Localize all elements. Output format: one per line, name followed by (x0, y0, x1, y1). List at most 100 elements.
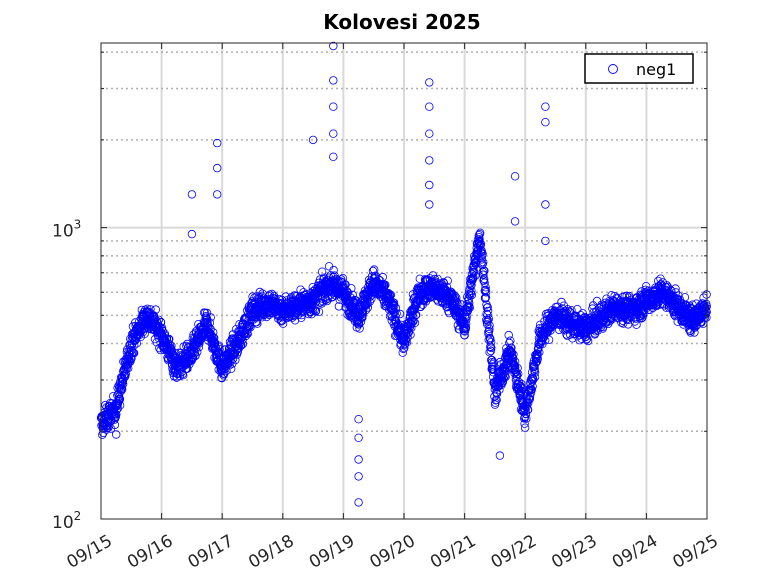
data-point (110, 420, 120, 430)
data-point (329, 265, 338, 275)
data-point (533, 349, 542, 358)
data-point (329, 152, 338, 161)
data-point (361, 305, 371, 315)
data-point (425, 78, 434, 87)
data-point (104, 421, 114, 431)
data-point (215, 345, 224, 354)
data-point (370, 265, 379, 274)
data-point (354, 455, 363, 464)
data-point (296, 285, 305, 294)
data-point (483, 316, 493, 325)
data-point (509, 354, 518, 363)
data-point (701, 303, 710, 312)
data-point (231, 355, 240, 365)
x-tick-label: 09/20 (366, 531, 418, 573)
data-point (530, 373, 540, 382)
data-point (178, 371, 188, 380)
data-point (403, 333, 412, 342)
data-point (425, 180, 434, 190)
data-point (500, 371, 510, 381)
data-point (632, 320, 641, 329)
data-point (485, 321, 494, 330)
data-point (481, 288, 491, 297)
data-point (297, 313, 306, 322)
data-point (541, 200, 550, 209)
data-point (467, 290, 476, 300)
data-point (206, 313, 215, 322)
data-point (481, 293, 491, 302)
data-point (334, 302, 344, 311)
data-point (469, 273, 478, 282)
data-point (129, 348, 139, 358)
data-point (205, 318, 215, 327)
data-point (522, 414, 531, 423)
data-point (111, 430, 121, 439)
data-point (363, 303, 373, 312)
data-point (461, 319, 471, 328)
data-point (253, 319, 262, 328)
data-point (514, 377, 524, 387)
data-point (281, 292, 290, 301)
data-point (402, 338, 412, 347)
data-point (329, 102, 338, 111)
data-point (113, 404, 123, 413)
data-point (391, 303, 401, 313)
data-point (525, 392, 535, 401)
data-point (341, 280, 350, 289)
data-point (453, 299, 462, 308)
data-point (667, 287, 676, 296)
data-point (480, 286, 490, 295)
data-point (354, 415, 363, 424)
data-point (469, 267, 479, 277)
data-point (308, 306, 318, 316)
data-point (278, 319, 288, 328)
data-point (112, 410, 121, 419)
y-tick-label-exponent: 2 (74, 509, 82, 523)
data-point (140, 329, 149, 338)
data-point (245, 321, 254, 331)
data-point (118, 379, 128, 389)
chart-title: Kolovesi 2025 (323, 10, 480, 34)
data-point (356, 317, 366, 327)
data-point (530, 368, 540, 377)
y-tick-label: 103 (52, 218, 81, 242)
data-point (501, 372, 510, 381)
data-point (481, 294, 490, 303)
data-point (222, 366, 231, 375)
data-point (674, 291, 683, 300)
data-point (484, 330, 493, 339)
data-point (121, 369, 130, 379)
data-point (475, 235, 484, 244)
data-point (411, 311, 420, 320)
x-tick-label: 09/19 (306, 531, 358, 573)
data-point (690, 328, 699, 337)
data-point (386, 290, 396, 300)
data-point (412, 310, 421, 319)
data-point (690, 323, 699, 332)
data-point (541, 236, 550, 246)
data-point (132, 339, 142, 348)
data-point (167, 341, 176, 351)
data-point (206, 325, 215, 334)
x-tick-label: 09/15 (63, 531, 115, 573)
data-point (639, 310, 648, 319)
data-point (520, 419, 529, 428)
data-point (641, 282, 651, 291)
data-point (544, 335, 554, 344)
data-point (212, 190, 222, 199)
data-point (324, 262, 334, 271)
data-point (392, 309, 401, 318)
data-point (487, 355, 497, 365)
data-point (526, 388, 536, 398)
data-point (524, 398, 533, 408)
data-point (484, 314, 494, 323)
y-tick-label: 102 (52, 509, 81, 533)
data-point (304, 309, 313, 319)
data-point (208, 328, 218, 337)
data-point (462, 312, 471, 321)
data-point (525, 394, 535, 403)
data-point (238, 339, 248, 349)
data-point (115, 401, 125, 410)
data-point (225, 361, 234, 370)
data-point (482, 303, 492, 312)
